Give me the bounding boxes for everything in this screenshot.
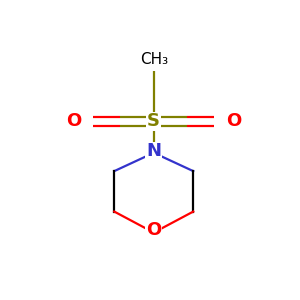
Text: O: O [226,112,241,130]
Text: N: N [146,142,161,160]
Text: O: O [146,221,161,239]
Text: CH₃: CH₃ [140,52,168,67]
Text: O: O [66,112,82,130]
Text: S: S [147,112,160,130]
